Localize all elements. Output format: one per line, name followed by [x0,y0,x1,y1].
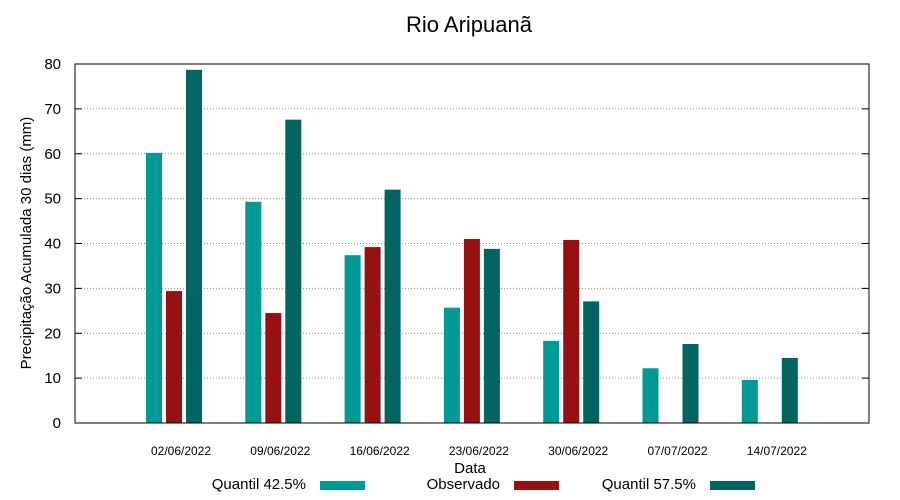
y-tick-label: 60 [44,146,61,163]
y-tick-label: 70 [44,101,61,118]
bar-quantil-57-5--3 [483,248,500,423]
bar-observado-2 [364,247,381,423]
bar-quantil-57-5--0 [186,69,202,424]
legend: Quantil 42.5% Observado Quantil 57.5% [212,476,755,493]
y-tick-label: 30 [44,280,61,297]
bar-observado-0 [166,291,182,423]
legend-swatch [710,481,755,490]
legend-label: Observado [427,476,500,493]
legend-label: Quantil 57.5% [602,476,696,493]
bar-quantil-57-5--1 [285,119,302,424]
x-tick-label: 09/06/2022 [250,444,310,458]
x-axis-ticks: 02/06/2022 09/06/2022 16/06/2022 23/06/2022… [151,444,807,458]
x-tick-label: 30/06/2022 [548,444,608,458]
x-tick-label: 07/07/2022 [647,444,707,458]
chart-title: Rio Aripuanã [406,12,533,37]
bars [146,69,798,424]
bar-quantil-42-5--2 [344,255,361,423]
legend-swatch [514,481,559,490]
y-tick-label: 50 [44,191,61,208]
grid-lines [75,108,869,379]
y-tick-label: 20 [44,325,61,342]
x-tick-label: 23/06/2022 [449,444,509,458]
bar-quantil-42-5--3 [443,307,460,423]
bar-observado-3 [463,239,480,423]
bar-quantil-42-5--1 [245,201,262,423]
bar-quantil-42-5--4 [543,340,560,423]
y-axis-ticks: 0 10 20 30 40 50 60 70 80 [44,56,869,432]
legend-swatch [320,481,365,490]
bar-quantil-42-5--6 [741,379,758,423]
bar-quantil-42-5--0 [146,152,162,424]
y-tick-label: 10 [44,370,61,387]
bar-quantil-57-5--5 [682,344,699,423]
bar-quantil-42-5--5 [642,368,659,423]
y-tick-label: 40 [44,236,61,253]
x-axis-label: Data [454,460,486,477]
bar-observado-1 [265,313,282,423]
bar-quantil-57-5--2 [384,189,401,423]
bar-quantil-57-5--4 [583,301,600,423]
bar-observado-4 [563,239,580,423]
y-tick-label: 80 [44,56,61,73]
y-tick-label: 0 [53,415,61,432]
x-tick-label: 16/06/2022 [350,444,410,458]
y-axis-label: Precipitação Acumulada 30 dias (mm) [18,117,35,370]
legend-label: Quantil 42.5% [212,476,306,493]
x-tick-label: 02/06/2022 [151,444,211,458]
bar-quantil-57-5--6 [781,357,798,423]
x-tick-label: 14/07/2022 [747,444,807,458]
